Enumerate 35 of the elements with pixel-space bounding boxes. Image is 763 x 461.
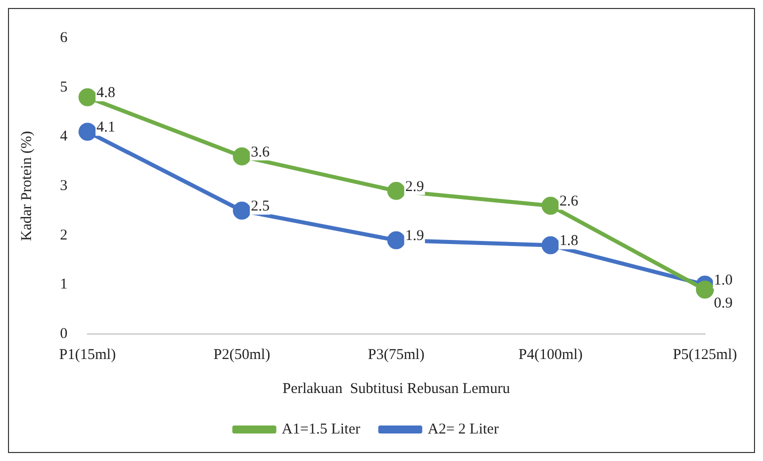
point	[78, 122, 96, 141]
point	[696, 280, 714, 299]
point	[542, 196, 560, 215]
data-label: 2.9	[405, 178, 424, 195]
x-axis-title: Perlakuan Subtitusi Rebusan Lemuru	[282, 380, 510, 397]
x-tick-label: P1(15ml)	[59, 346, 116, 363]
x-tick-label: P5(125ml)	[672, 346, 738, 363]
y-tick-label: 4	[60, 128, 68, 145]
y-tick-label: 5	[60, 79, 68, 96]
y-axis-title: Kadar Protein (%)	[18, 131, 35, 241]
y-tick-label: 6	[60, 30, 68, 46]
point	[387, 182, 406, 200]
point	[387, 231, 406, 250]
point	[232, 147, 251, 166]
legend-label: A2= 2 Liter	[428, 421, 499, 438]
y-tick-label: 1	[60, 276, 68, 293]
point	[78, 88, 96, 106]
data-label: 3.6	[250, 144, 270, 160]
point	[542, 236, 560, 254]
data-label: 1.8	[560, 233, 578, 250]
data-label: 4.8	[96, 85, 116, 102]
legend-label: A1=1.5 Liter	[282, 421, 360, 438]
data-label: 2.6	[560, 194, 579, 210]
data-label: 0.9	[714, 296, 733, 312]
data-label: 1.9	[405, 228, 424, 244]
data-label: 1.0	[714, 272, 733, 289]
y-tick-label: 2	[60, 227, 68, 244]
y-tick-label: 0	[60, 326, 68, 342]
x-tick-label: P4(100ml)	[518, 346, 583, 363]
y-tick-label: 3	[60, 178, 68, 194]
point	[232, 202, 251, 220]
data-label: 2.5	[250, 198, 270, 215]
x-tick-label: P3(75ml)	[368, 346, 425, 363]
x-tick-label: P2(50ml)	[214, 346, 270, 363]
data-label: 4.1	[96, 120, 116, 136]
